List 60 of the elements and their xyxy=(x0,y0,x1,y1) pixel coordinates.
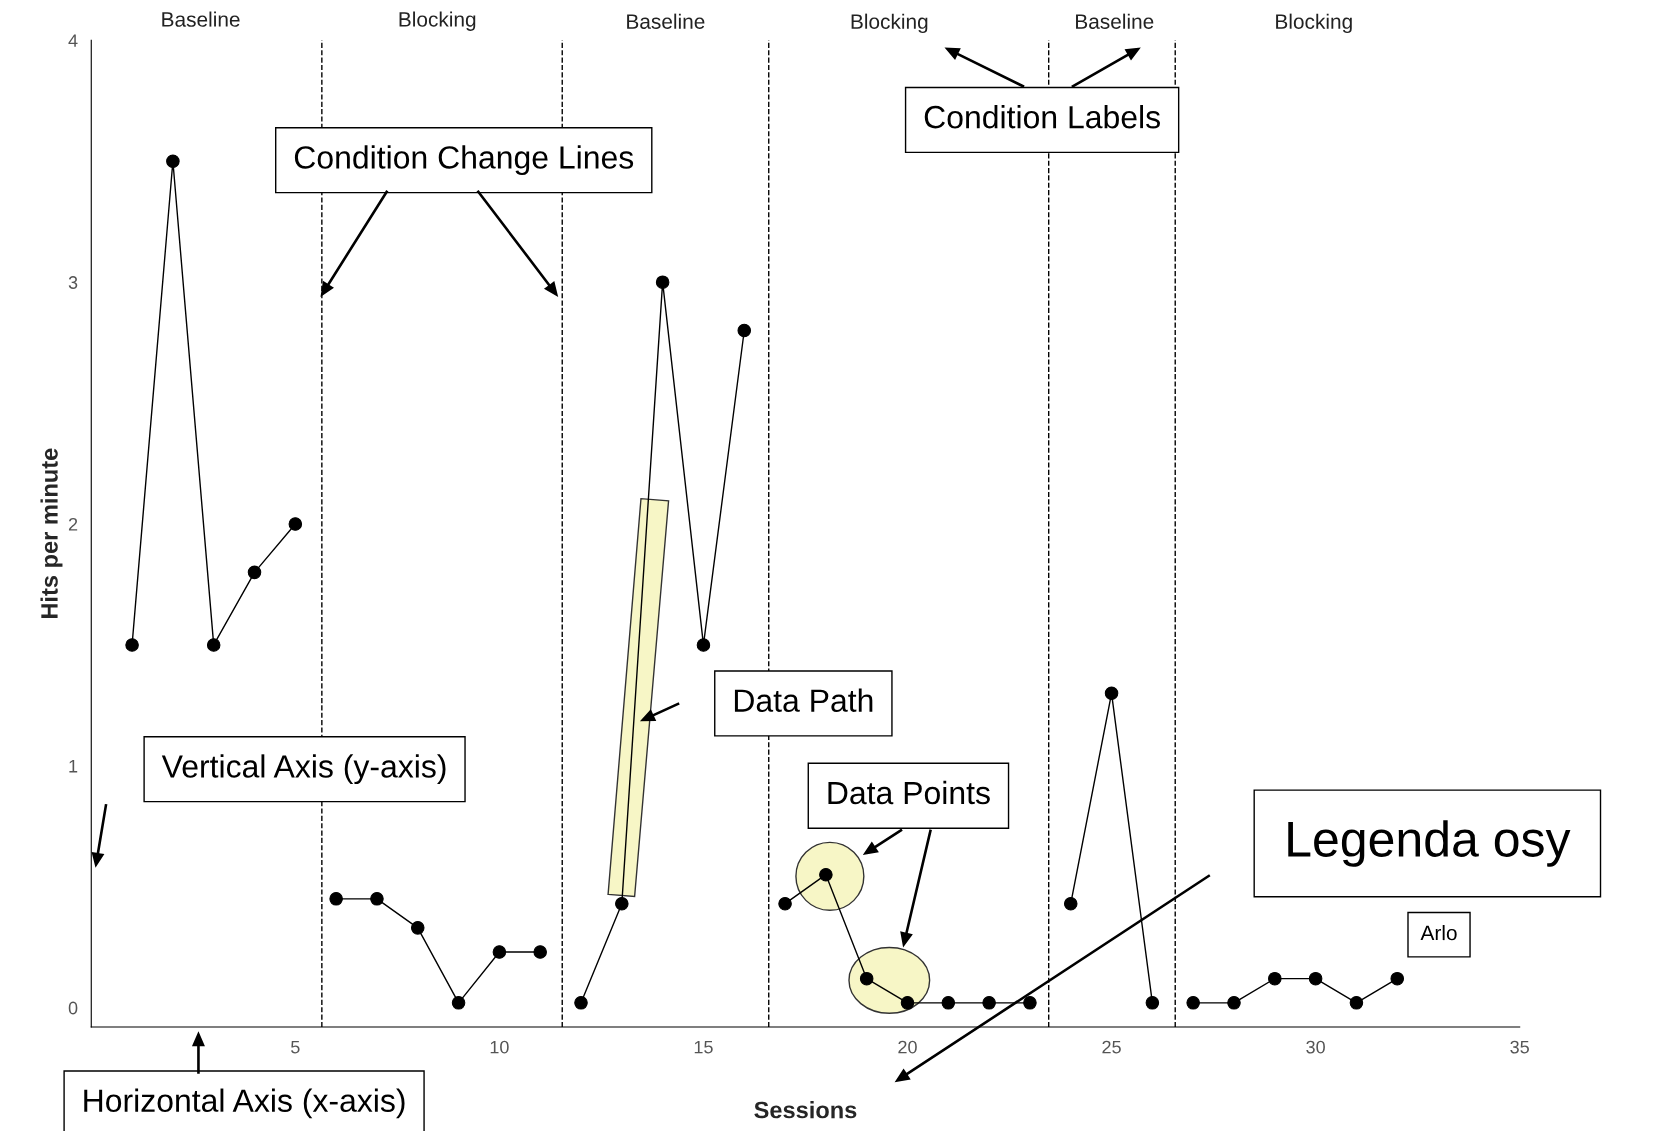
point xyxy=(1023,996,1037,1010)
point xyxy=(655,275,670,289)
point xyxy=(125,638,139,652)
x-axis-title: Sessions xyxy=(754,1101,857,1119)
x-tick-label: 5 xyxy=(291,1040,300,1054)
point xyxy=(819,867,833,882)
point xyxy=(1145,996,1160,1010)
point xyxy=(615,896,629,911)
point xyxy=(1104,686,1119,701)
x-tick-label: 15 xyxy=(694,1040,713,1054)
text: Baseline xyxy=(627,13,705,29)
y-axis-title: Hits per minute xyxy=(40,448,63,619)
point xyxy=(982,996,996,1010)
point xyxy=(1308,971,1323,986)
point xyxy=(900,996,915,1010)
point xyxy=(859,971,874,986)
point xyxy=(1227,996,1241,1010)
point xyxy=(410,921,425,935)
y-tick-label: 1 xyxy=(69,759,78,773)
y-tick-label: 4 xyxy=(68,34,78,47)
point xyxy=(206,638,221,652)
annotation: Legenda osy xyxy=(1288,820,1571,867)
x-tick-label: 20 xyxy=(898,1040,917,1054)
point xyxy=(451,996,466,1010)
y-tick-label: 2 xyxy=(68,517,78,531)
point xyxy=(737,323,752,338)
point xyxy=(696,638,711,652)
annotation: Arlo xyxy=(1420,925,1457,941)
text: Baseline xyxy=(1076,13,1154,29)
text: Blocking xyxy=(851,13,928,34)
y-tick-label: 3 xyxy=(68,276,78,289)
point xyxy=(1268,971,1282,986)
point xyxy=(533,945,547,959)
point xyxy=(941,996,956,1010)
x-tick-label: 10 xyxy=(490,1040,509,1054)
text: Horizontal Axis (x-axis) xyxy=(84,1088,405,1119)
point xyxy=(574,996,588,1010)
point xyxy=(1349,996,1364,1010)
x-tick-label: 30 xyxy=(1306,1040,1325,1054)
point xyxy=(1390,971,1405,986)
point xyxy=(329,892,343,906)
point xyxy=(492,945,507,959)
point xyxy=(778,896,792,911)
point xyxy=(1063,896,1078,911)
text: Baseline xyxy=(162,11,240,27)
annotation: Vertical Axis (y-axis) xyxy=(161,754,446,785)
annotation: Condition Labels xyxy=(924,105,1160,129)
annotation: Condition Change Lines xyxy=(294,145,634,176)
point xyxy=(166,154,180,169)
point xyxy=(370,892,384,906)
text: Blocking xyxy=(399,11,476,31)
x-tick-label: 35 xyxy=(1510,1040,1529,1054)
y-tick-label: 0 xyxy=(68,1001,78,1015)
annotation: Data Path xyxy=(734,688,873,712)
x-tick-label: 25 xyxy=(1102,1040,1121,1054)
point xyxy=(1186,996,1200,1010)
text: Blocking xyxy=(1276,13,1352,34)
annotation: Data Points xyxy=(828,780,990,805)
point xyxy=(247,565,262,580)
point xyxy=(288,517,303,531)
